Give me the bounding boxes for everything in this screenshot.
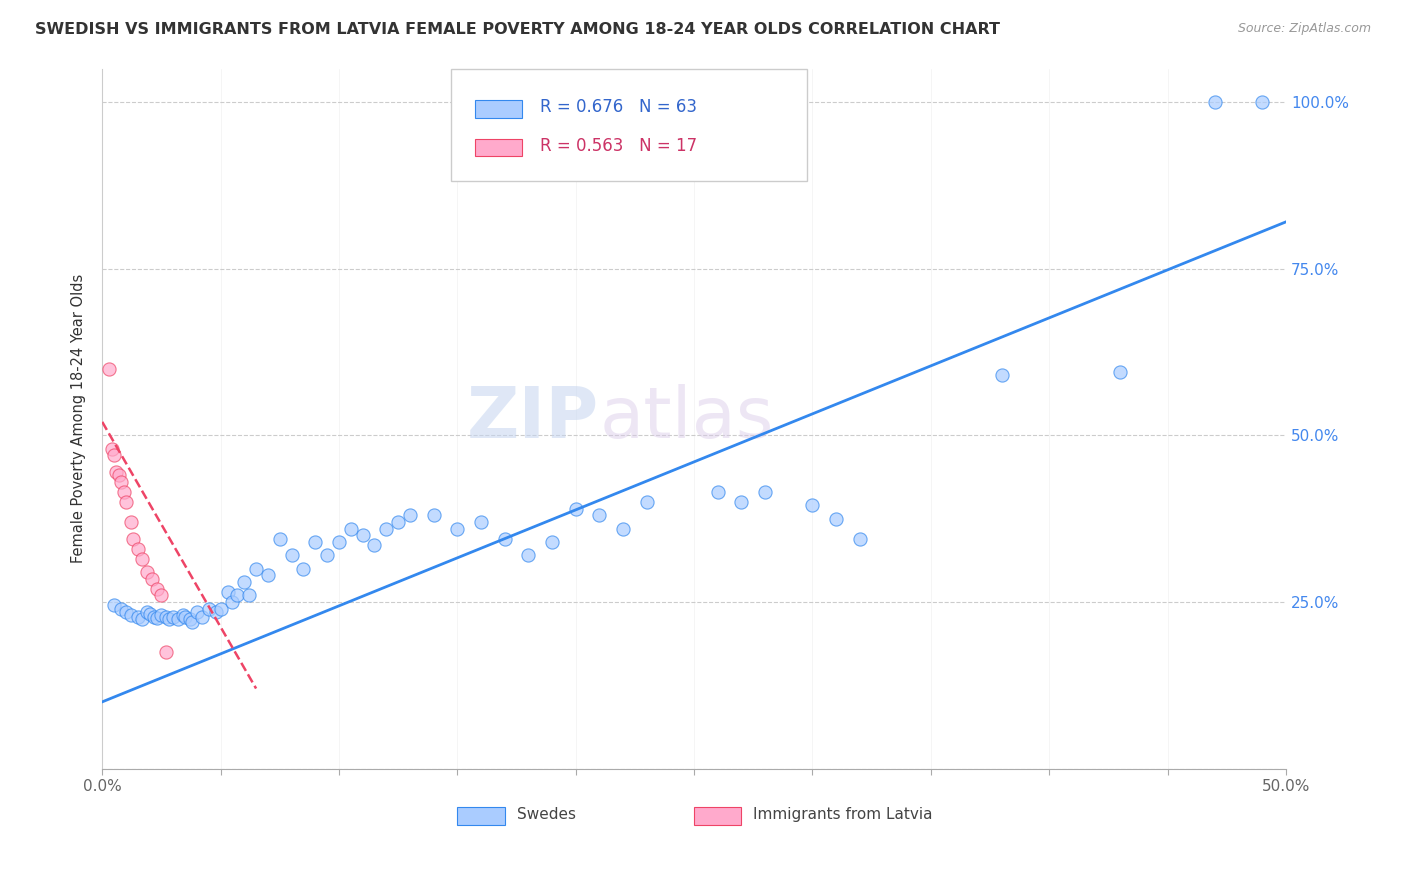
Text: Source: ZipAtlas.com: Source: ZipAtlas.com — [1237, 22, 1371, 36]
Point — [110, 601, 132, 615]
Point — [754, 484, 776, 499]
Point — [375, 522, 398, 536]
Point — [138, 607, 160, 621]
Text: R = 0.676   N = 63: R = 0.676 N = 63 — [540, 98, 697, 116]
Text: Immigrants from Latvia: Immigrants from Latvia — [754, 806, 932, 822]
Point — [179, 611, 201, 625]
Point — [167, 612, 190, 626]
Point — [801, 498, 824, 512]
Point — [588, 508, 610, 523]
Point — [328, 534, 350, 549]
Point — [174, 609, 197, 624]
Point — [186, 605, 208, 619]
FancyBboxPatch shape — [475, 138, 523, 156]
Point — [387, 515, 409, 529]
Point — [257, 568, 280, 582]
Point — [145, 582, 167, 596]
Point — [98, 361, 121, 376]
Point — [155, 645, 177, 659]
Point — [112, 484, 135, 499]
FancyBboxPatch shape — [451, 69, 807, 180]
Point — [115, 605, 138, 619]
Point — [446, 522, 468, 536]
Point — [197, 601, 219, 615]
Point — [127, 541, 149, 556]
Point — [564, 501, 586, 516]
Point — [245, 561, 267, 575]
Point — [226, 588, 249, 602]
Point — [131, 551, 153, 566]
Point — [110, 475, 132, 489]
Point — [280, 548, 302, 562]
Point — [127, 609, 149, 624]
FancyBboxPatch shape — [695, 807, 741, 824]
Point — [131, 611, 153, 625]
Point — [221, 595, 243, 609]
Point — [141, 572, 163, 586]
Point — [399, 508, 422, 523]
Point — [233, 574, 256, 589]
Point — [991, 368, 1014, 383]
Point — [470, 515, 492, 529]
Point — [636, 495, 658, 509]
Point — [304, 534, 326, 549]
Point — [292, 561, 315, 575]
Point — [422, 508, 444, 523]
Point — [107, 468, 129, 483]
Y-axis label: Female Poverty Among 18-24 Year Olds: Female Poverty Among 18-24 Year Olds — [72, 274, 86, 563]
Point — [157, 611, 180, 625]
Point — [103, 448, 125, 462]
Point — [172, 608, 194, 623]
Point — [162, 610, 184, 624]
Point — [100, 442, 122, 456]
Text: Swedes: Swedes — [516, 806, 575, 822]
Point — [612, 522, 634, 536]
Point — [205, 605, 228, 619]
FancyBboxPatch shape — [475, 100, 523, 118]
Point — [352, 528, 374, 542]
Point — [150, 588, 173, 602]
Point — [115, 495, 138, 509]
Point — [217, 585, 239, 599]
Point — [541, 534, 564, 549]
Point — [730, 495, 752, 509]
Point — [517, 548, 540, 562]
Point — [150, 608, 173, 623]
Point — [849, 532, 872, 546]
Point — [706, 484, 728, 499]
Point — [316, 548, 339, 562]
Point — [209, 601, 232, 615]
Point — [122, 532, 145, 546]
Text: ZIP: ZIP — [467, 384, 599, 453]
Point — [136, 605, 159, 619]
Point — [825, 511, 848, 525]
Point — [120, 515, 142, 529]
Point — [340, 522, 363, 536]
Point — [136, 565, 159, 579]
Text: SWEDISH VS IMMIGRANTS FROM LATVIA FEMALE POVERTY AMONG 18-24 YEAR OLDS CORRELATI: SWEDISH VS IMMIGRANTS FROM LATVIA FEMALE… — [35, 22, 1000, 37]
Point — [145, 611, 167, 625]
Point — [363, 538, 385, 552]
Point — [1251, 95, 1274, 109]
Text: R = 0.563   N = 17: R = 0.563 N = 17 — [540, 136, 697, 154]
FancyBboxPatch shape — [457, 807, 505, 824]
Point — [143, 609, 166, 624]
Point — [120, 608, 142, 623]
Point — [238, 588, 260, 602]
Point — [181, 615, 204, 629]
Point — [1204, 95, 1226, 109]
Point — [105, 465, 128, 479]
Point — [103, 598, 125, 612]
Point — [155, 609, 177, 624]
Point — [494, 532, 516, 546]
Point — [269, 532, 291, 546]
Text: atlas: atlas — [599, 384, 773, 453]
Point — [190, 609, 212, 624]
Point — [1109, 365, 1132, 379]
